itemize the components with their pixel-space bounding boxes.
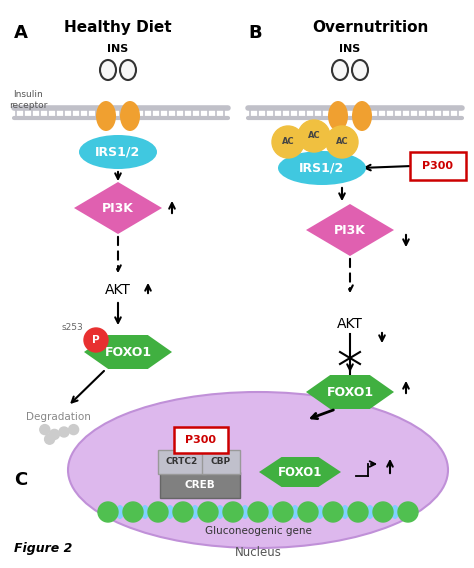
Text: B: B (248, 24, 262, 42)
Circle shape (69, 425, 79, 435)
Circle shape (298, 120, 330, 152)
Circle shape (323, 502, 343, 522)
FancyBboxPatch shape (160, 472, 240, 498)
Polygon shape (74, 182, 162, 234)
Circle shape (148, 502, 168, 522)
Text: FOXO1: FOXO1 (104, 345, 152, 358)
Ellipse shape (216, 505, 224, 519)
Ellipse shape (291, 505, 299, 519)
Text: PI3K: PI3K (102, 202, 134, 215)
Circle shape (373, 502, 393, 522)
Ellipse shape (100, 60, 116, 80)
Text: AC: AC (282, 137, 294, 147)
FancyBboxPatch shape (174, 427, 228, 453)
Ellipse shape (241, 505, 249, 519)
Ellipse shape (96, 101, 116, 131)
Circle shape (45, 434, 55, 444)
FancyBboxPatch shape (202, 450, 240, 474)
Text: AC: AC (336, 137, 348, 147)
Circle shape (40, 425, 50, 435)
Text: s253: s253 (61, 323, 83, 332)
Ellipse shape (166, 505, 174, 519)
Circle shape (348, 502, 368, 522)
Circle shape (198, 502, 218, 522)
Circle shape (223, 502, 243, 522)
Text: P: P (92, 335, 100, 345)
Text: Nucleus: Nucleus (235, 546, 282, 559)
Circle shape (84, 328, 108, 352)
Ellipse shape (120, 60, 136, 80)
Text: IRS1/2: IRS1/2 (95, 145, 141, 158)
Circle shape (398, 502, 418, 522)
Circle shape (273, 502, 293, 522)
Text: PI3K: PI3K (334, 223, 366, 236)
Text: FOXO1: FOXO1 (278, 466, 322, 478)
Circle shape (49, 429, 59, 440)
Text: INS: INS (339, 44, 361, 54)
Circle shape (272, 126, 304, 158)
Text: Insulin
receptor: Insulin receptor (9, 90, 47, 110)
Circle shape (98, 502, 118, 522)
Ellipse shape (266, 505, 274, 519)
Ellipse shape (332, 60, 348, 80)
Text: P300: P300 (422, 161, 454, 171)
Circle shape (59, 427, 69, 437)
Text: CBP: CBP (211, 457, 231, 466)
Text: Gluconeogenic gene: Gluconeogenic gene (205, 526, 311, 536)
Text: P300: P300 (185, 435, 217, 445)
Text: INS: INS (108, 44, 128, 54)
Circle shape (326, 126, 358, 158)
Text: Healthy Diet: Healthy Diet (64, 20, 172, 35)
Text: C: C (14, 471, 27, 489)
Circle shape (298, 502, 318, 522)
Polygon shape (84, 335, 172, 369)
Text: FOXO1: FOXO1 (327, 386, 374, 399)
Circle shape (123, 502, 143, 522)
Ellipse shape (278, 151, 366, 185)
Circle shape (173, 502, 193, 522)
Polygon shape (259, 457, 341, 487)
Ellipse shape (68, 392, 448, 548)
Text: Overnutrition: Overnutrition (312, 20, 428, 35)
Ellipse shape (120, 101, 140, 131)
FancyBboxPatch shape (158, 450, 206, 474)
Ellipse shape (79, 135, 157, 169)
Ellipse shape (328, 101, 348, 131)
Text: AKT: AKT (105, 283, 131, 297)
Ellipse shape (366, 505, 374, 519)
Text: AC: AC (308, 132, 320, 140)
FancyBboxPatch shape (410, 152, 466, 180)
Ellipse shape (352, 60, 368, 80)
Ellipse shape (116, 505, 124, 519)
Text: CREB: CREB (185, 480, 215, 490)
Polygon shape (306, 375, 394, 409)
Text: AKT: AKT (337, 317, 363, 331)
Text: CRTC2: CRTC2 (166, 457, 198, 466)
Ellipse shape (316, 505, 324, 519)
Ellipse shape (141, 505, 149, 519)
Polygon shape (306, 204, 394, 256)
Ellipse shape (352, 101, 372, 131)
Ellipse shape (341, 505, 349, 519)
Ellipse shape (191, 505, 199, 519)
Text: Figure 2: Figure 2 (14, 542, 73, 555)
Text: IRS1/2: IRS1/2 (300, 161, 345, 174)
Ellipse shape (391, 505, 399, 519)
Circle shape (248, 502, 268, 522)
Text: A: A (14, 24, 28, 42)
Text: Degradation: Degradation (26, 412, 91, 422)
